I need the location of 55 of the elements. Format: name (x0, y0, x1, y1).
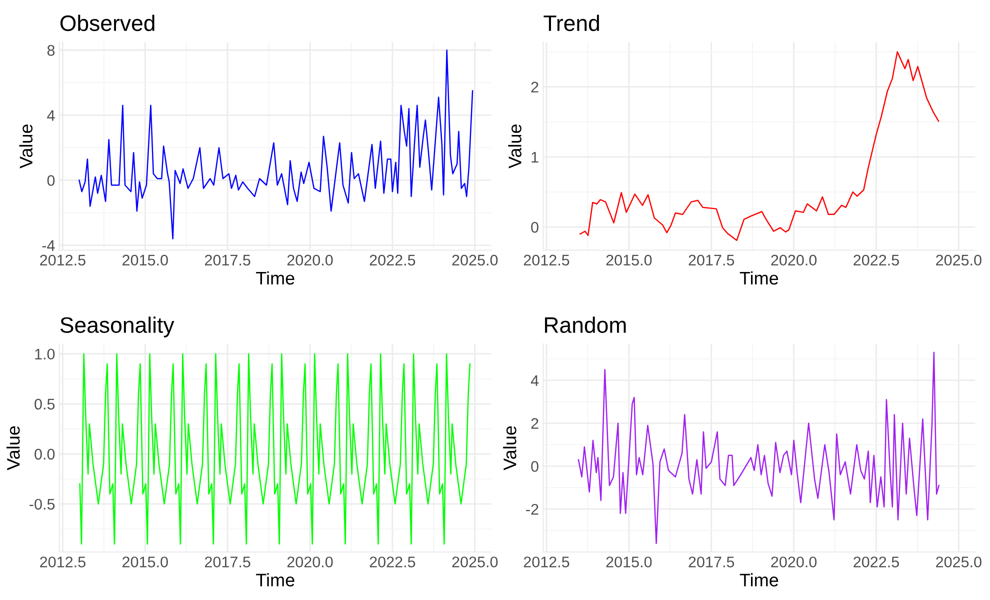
chart-title: Trend (544, 14, 599, 32)
y-tick-label: 0 (47, 175, 55, 186)
y-axis-title: Value (503, 426, 516, 470)
x-tick-label: 2017.5 (204, 254, 250, 266)
x-tick-label: 2022.5 (854, 254, 899, 266)
x-axis-title: Time (256, 271, 294, 285)
line-series (78, 50, 474, 240)
x-tick-label: 2025.0 (936, 556, 982, 568)
line-series (578, 352, 940, 544)
x-axis-title: Time (740, 271, 778, 285)
line-series (580, 51, 940, 241)
y-tick-label: 4 (530, 375, 539, 386)
y-tick-label: 0 (531, 461, 538, 472)
y-tick-label: 0.5 (34, 398, 55, 410)
x-tick-label: 2025.0 (452, 556, 498, 568)
x-tick-label: 2020.0 (287, 556, 333, 568)
x-tick-label: 2020.0 (771, 254, 817, 266)
x-tick-label: 2022.5 (854, 556, 899, 568)
y-axis-title: Value (508, 124, 522, 168)
x-tick-label: 2012.5 (40, 254, 86, 266)
x-tick-label: 2012.5 (40, 556, 86, 568)
y-axis-title: Value (6, 426, 20, 470)
x-tick-label: 2015.0 (606, 556, 652, 568)
y-tick-label: -0.5 (30, 498, 55, 510)
x-tick-label: 2022.5 (370, 254, 416, 266)
x-tick-label: 2020.0 (771, 556, 817, 568)
x-tick-label: 2012.5 (524, 556, 570, 568)
x-tick-label: 2015.0 (122, 556, 168, 568)
x-tick-label: 2015.0 (122, 254, 168, 266)
y-tick-label: 8 (47, 45, 55, 56)
x-tick-label: 2020.0 (287, 254, 333, 266)
y-tick-label: -4 (42, 240, 55, 251)
x-tick-label: 2022.5 (370, 556, 416, 568)
y-tick-label: 2 (531, 418, 538, 429)
x-tick-label: 2025.0 (936, 254, 982, 266)
chart-title: Observed (60, 14, 154, 32)
y-tick-label: 0 (531, 222, 538, 233)
y-tick-label: 0.0 (34, 448, 55, 460)
x-tick-label: 2012.5 (524, 254, 570, 266)
x-tick-label: 2015.0 (606, 254, 652, 266)
x-tick-label: 2017.5 (688, 556, 734, 568)
line-series (79, 353, 471, 545)
y-axis-title: Value (19, 124, 33, 168)
y-tick-label: 2 (531, 82, 538, 92)
y-tick-label: -2 (526, 504, 538, 515)
y-tick-label: 4 (47, 110, 55, 121)
y-tick-label: 1.0 (35, 348, 55, 360)
y-tick-label: 1 (532, 152, 538, 162)
x-axis-title: Time (256, 573, 294, 586)
x-axis-title: Time (740, 573, 778, 586)
chart-title: Seasonality (60, 316, 174, 338)
chart-title: Random (545, 316, 626, 333)
x-tick-label: 2017.5 (204, 556, 250, 568)
x-tick-label: 2025.0 (452, 254, 498, 266)
x-tick-label: 2017.5 (688, 254, 734, 266)
